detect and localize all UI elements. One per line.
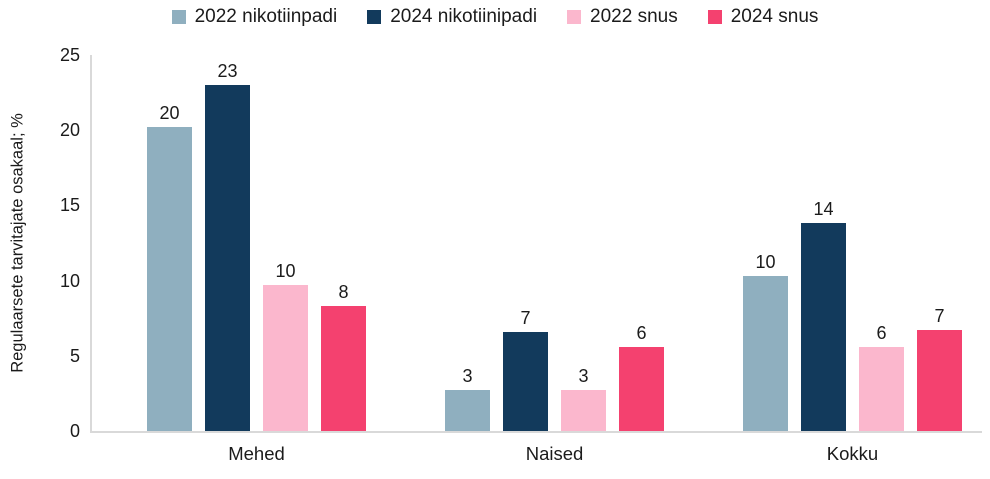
bar-rect <box>147 127 192 431</box>
bar: 10 <box>743 252 788 431</box>
bar: 3 <box>561 366 606 431</box>
bar-value-label: 14 <box>813 199 834 220</box>
bar-group: 20 23 10 8 Mehed <box>147 55 366 464</box>
bar-rect <box>445 390 490 431</box>
bar-value-label: 8 <box>338 282 349 303</box>
legend-item: 2022 snus <box>567 6 678 28</box>
category-label: Naised <box>525 443 584 464</box>
bar-rect <box>263 285 308 431</box>
category-label: Mehed <box>228 443 285 464</box>
bar: 6 <box>859 323 904 431</box>
y-tick-label: 25 <box>59 45 80 65</box>
legend-item: 2024 nikotiinipadi <box>367 6 537 28</box>
bar: 3 <box>445 366 490 431</box>
bar: 8 <box>321 282 366 431</box>
bar-value-label: 23 <box>217 61 238 82</box>
y-tick-label: 5 <box>69 345 80 366</box>
bar-rect <box>321 306 366 431</box>
y-tick-label: 10 <box>59 270 80 291</box>
bar: 14 <box>801 199 846 431</box>
bar-value-label: 6 <box>876 322 887 343</box>
bar-rect <box>917 330 962 431</box>
bar: 10 <box>263 261 308 431</box>
bar: 23 <box>205 61 250 431</box>
legend-swatch-icon <box>171 10 186 24</box>
bar-value-label: 7 <box>934 306 945 327</box>
legend-label: 2024 snus <box>730 6 819 27</box>
y-tick-label: 15 <box>59 195 80 216</box>
bar-value-label: 20 <box>159 103 180 124</box>
legend-label: 2022 nikotiinpadi <box>194 6 338 27</box>
bar-rect <box>743 276 788 431</box>
plot-area: 0 5 10 15 20 25 20 23 10 8 Mehed 3 7 3 6 Naised 10 14 6 7 K… <box>60 45 982 464</box>
legend-item: 2022 nikotiinpadi <box>171 6 338 28</box>
legend-swatch-icon <box>367 10 382 24</box>
bar-rect <box>205 85 250 431</box>
y-axis-title: Regulaarsete tarvitajate osakaal; % <box>8 113 27 373</box>
legend-label: 2024 nikotiinipadi <box>390 6 538 27</box>
category-label: Kokku <box>826 443 879 464</box>
bar-value-label: 6 <box>636 322 647 343</box>
bar-value-label: 10 <box>755 252 776 273</box>
bar-group: 3 7 3 6 Naised <box>445 55 664 464</box>
bar-value-label: 7 <box>520 307 531 328</box>
bar-rect <box>859 346 904 431</box>
bar: 6 <box>619 323 664 431</box>
bar-rect <box>503 331 548 431</box>
bar-rect <box>801 223 846 431</box>
bar-value-label: 3 <box>578 366 589 387</box>
bar-rect <box>561 390 606 431</box>
bar-rect <box>619 346 664 431</box>
y-tick-label: 0 <box>69 421 80 441</box>
bar-value-label: 3 <box>462 366 473 387</box>
bar: 20 <box>147 103 192 431</box>
bar-groups: 20 23 10 8 Mehed 3 7 3 6 Naised 10 14 6 7 Kokku <box>147 55 962 464</box>
bar: 7 <box>917 306 962 431</box>
bar-value-label: 10 <box>275 261 296 282</box>
legend-swatch-icon <box>707 10 722 24</box>
legend: 2022 nikotiinpadi 2024 nikotiinipadi 2022 … <box>0 6 990 28</box>
legend-swatch-icon <box>567 10 582 24</box>
bar-group: 10 14 6 7 Kokku <box>743 55 962 464</box>
legend-label: 2022 snus <box>590 6 678 27</box>
bar: 7 <box>503 308 548 431</box>
y-tick-label: 20 <box>59 120 80 141</box>
legend-item: 2024 snus <box>707 6 819 28</box>
